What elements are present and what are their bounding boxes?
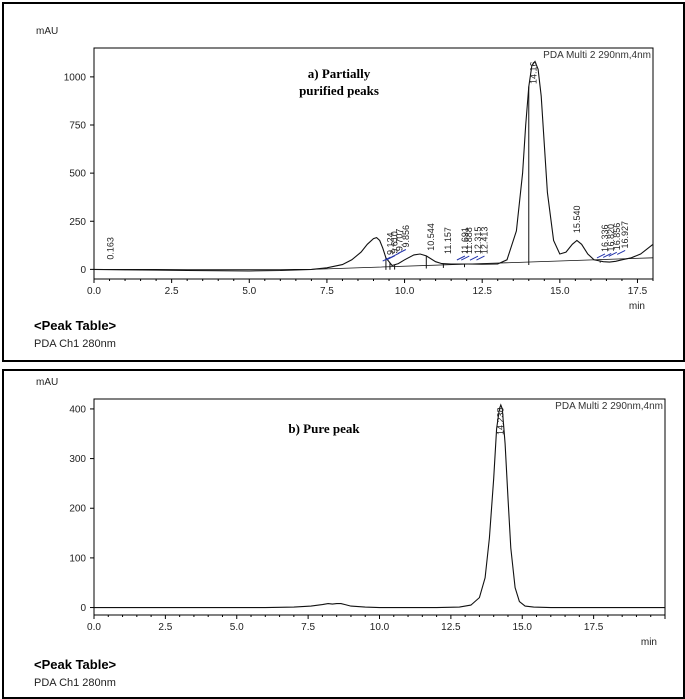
y-unit-label: mAU xyxy=(36,26,58,37)
peak-leader-line xyxy=(596,253,606,259)
peak-leader-line xyxy=(382,256,391,262)
x-tick-label: 12.5 xyxy=(472,286,492,297)
peak-label: 11.691 xyxy=(460,227,470,254)
y-tick-label: 500 xyxy=(69,169,86,180)
plot-frame xyxy=(93,398,666,616)
y-tick-label: 250 xyxy=(69,217,86,228)
integration-baseline xyxy=(94,257,654,270)
y-tick-label: 300 xyxy=(69,454,86,465)
x-tick-label: 7.5 xyxy=(301,622,315,633)
peak-label: 0.163 xyxy=(106,237,116,260)
y-tick-label: 0 xyxy=(80,603,86,614)
y-tick-label: 1000 xyxy=(64,72,87,83)
peak-leader-line xyxy=(456,255,466,261)
peak-label: 15.540 xyxy=(572,206,582,234)
x-tick-label: 15.0 xyxy=(550,286,570,297)
y-tick-label: 100 xyxy=(69,553,86,564)
x-tick-label: 10.0 xyxy=(395,286,415,297)
peak-label: 16.856 xyxy=(612,223,622,251)
peak-label: 12.315 xyxy=(473,227,483,255)
x-tick-label: 5.0 xyxy=(230,622,244,633)
peak-label: 9.124 xyxy=(386,233,396,256)
x-tick-label: 17.5 xyxy=(584,622,604,633)
peak-label: 10.544 xyxy=(426,223,436,251)
detector-label: PDA Multi 2 290nm,4nm xyxy=(555,401,663,412)
x-tick-label: 0.0 xyxy=(87,622,101,633)
x-tick-label: 2.5 xyxy=(158,622,172,633)
channel-label: PDA Ch1 280nm xyxy=(34,677,116,689)
y-tick-label: 0 xyxy=(80,265,86,276)
peak-leader-line xyxy=(461,255,470,261)
y-unit-label: mAU xyxy=(36,377,58,388)
signal-trace xyxy=(94,403,665,609)
channel-label: PDA Ch1 280nm xyxy=(34,338,116,350)
x-tick-label: 10.0 xyxy=(370,622,390,633)
x-tick-label: 17.5 xyxy=(628,286,648,297)
peak-label: 9.707 xyxy=(394,229,404,252)
y-tick-label: 750 xyxy=(69,121,86,132)
panel-annotation: a) Partially xyxy=(308,66,371,81)
peak-leader-line xyxy=(608,251,617,257)
peak-table-heading: <Peak Table> xyxy=(34,657,117,672)
peak-leader-line xyxy=(616,250,626,255)
peak-label: 9.856 xyxy=(401,225,411,248)
x-tick-label: 12.5 xyxy=(441,622,461,633)
peak-leader-line xyxy=(469,255,479,261)
chromatogram-a: mAU min 0 250 500 750 1000 0.0 2.5 5.0 7.5 10.0 12.5… xyxy=(36,26,654,312)
peak-label: 16.820 xyxy=(606,224,616,252)
peak-table-heading: <Peak Table> xyxy=(34,318,117,333)
x-unit-label: min xyxy=(641,637,657,648)
peak-leader-line xyxy=(602,253,612,258)
peak-label: 16.336 xyxy=(600,224,610,252)
signal-trace xyxy=(93,60,654,272)
peak-label: 14.16 xyxy=(529,61,539,84)
panel-annotation: b) Pure peak xyxy=(288,421,360,436)
peak-label: 16.927 xyxy=(620,221,630,249)
peak-leader-line xyxy=(476,255,485,261)
peak-label: 12.413 xyxy=(479,227,489,255)
x-tick-label: 0.0 xyxy=(87,286,101,297)
x-tick-label: 2.5 xyxy=(165,286,179,297)
chromatogram-b: mAU min 0 100 200 300 400 0.0 2.5 5.0 7.5 10.0 12.5 1… xyxy=(36,377,666,648)
x-unit-label: min xyxy=(629,301,645,312)
peak-leader-line xyxy=(397,249,407,254)
peak-label: 11.888 xyxy=(464,227,474,254)
y-tick-label: 400 xyxy=(69,404,86,415)
panel-annotation: purified peaks xyxy=(299,83,379,98)
chromatogram-panel-b: mAU min 0 100 200 300 400 0.0 2.5 5.0 7.5 10.0 12.5 1… xyxy=(2,369,685,699)
x-tick-label: 5.0 xyxy=(242,286,256,297)
peak-label: 14.238 xyxy=(496,407,506,435)
chromatogram-panel-a: mAU min 0 250 500 750 1000 0.0 2.5 5.0 7.5 10.0 12.5… xyxy=(2,2,685,362)
detector-label: PDA Multi 2 290nm,4nm xyxy=(543,50,651,61)
y-tick-label: 200 xyxy=(69,504,86,515)
x-tick-label: 15.0 xyxy=(513,622,533,633)
peak-label: 11.157 xyxy=(443,227,453,254)
peak-label: 9.610 xyxy=(390,231,400,254)
x-tick-label: 7.5 xyxy=(320,286,334,297)
